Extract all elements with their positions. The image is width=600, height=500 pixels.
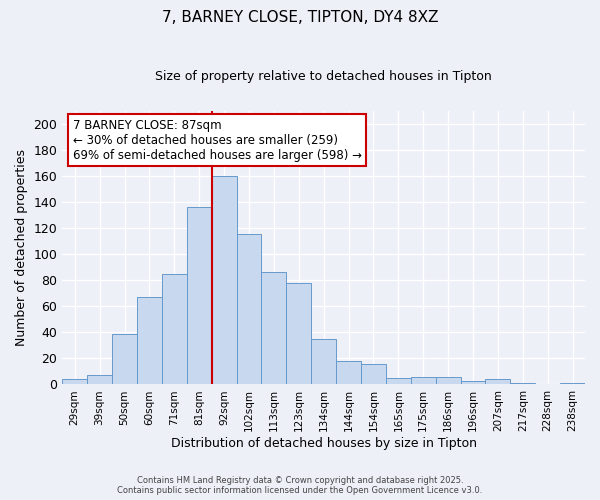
- Bar: [112, 334, 137, 384]
- Title: Size of property relative to detached houses in Tipton: Size of property relative to detached ho…: [155, 70, 492, 83]
- Bar: [236, 234, 262, 384]
- Bar: [336, 361, 361, 384]
- Bar: [212, 176, 236, 384]
- Bar: [162, 274, 187, 384]
- Bar: [485, 379, 511, 384]
- Bar: [62, 379, 87, 384]
- Bar: [311, 339, 336, 384]
- Y-axis label: Number of detached properties: Number of detached properties: [15, 149, 28, 346]
- Text: Contains HM Land Registry data © Crown copyright and database right 2025.
Contai: Contains HM Land Registry data © Crown c…: [118, 476, 482, 495]
- Bar: [262, 272, 286, 384]
- Bar: [87, 376, 112, 384]
- Bar: [511, 383, 535, 384]
- Bar: [386, 378, 411, 384]
- Text: 7, BARNEY CLOSE, TIPTON, DY4 8XZ: 7, BARNEY CLOSE, TIPTON, DY4 8XZ: [162, 10, 438, 25]
- X-axis label: Distribution of detached houses by size in Tipton: Distribution of detached houses by size …: [170, 437, 476, 450]
- Bar: [436, 376, 461, 384]
- Bar: [187, 207, 212, 384]
- Bar: [560, 383, 585, 384]
- Bar: [411, 376, 436, 384]
- Bar: [286, 282, 311, 384]
- Bar: [461, 380, 485, 384]
- Bar: [361, 364, 386, 384]
- Bar: [137, 297, 162, 384]
- Text: 7 BARNEY CLOSE: 87sqm
← 30% of detached houses are smaller (259)
69% of semi-det: 7 BARNEY CLOSE: 87sqm ← 30% of detached …: [73, 119, 362, 162]
